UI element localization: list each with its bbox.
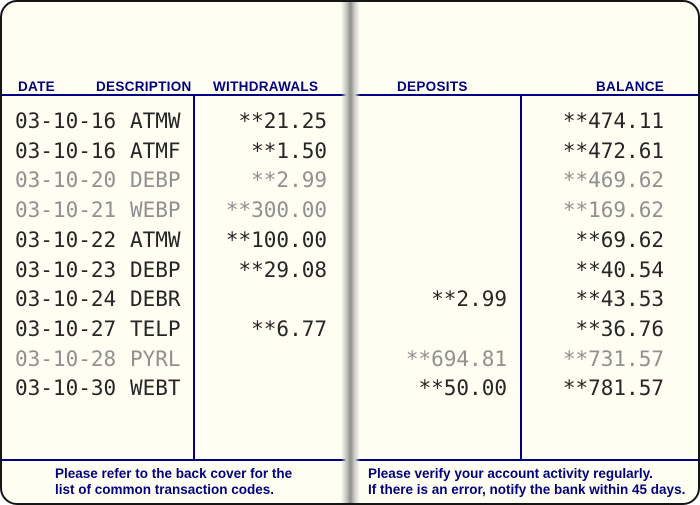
withdrawal-amount: **21.25 <box>238 109 327 133</box>
deposit-amount: **694.81 <box>405 346 507 371</box>
footer-note-right-line1: Please verify your account activity regu… <box>368 466 653 481</box>
balance-amount: **43.53 <box>575 287 664 312</box>
withdrawal-amount: **1.50 <box>251 138 327 163</box>
transaction-code: WEBP <box>130 198 181 223</box>
transaction-row: 03-10-21 WEBP **300.00 **169.62 <box>2 198 698 225</box>
balance-amount: **731.57 <box>562 346 664 371</box>
transaction-date: 03-10-20 <box>15 168 117 193</box>
footer-note-left-line2: list of common transaction codes. <box>55 481 275 497</box>
deposit-amount: **50.00 <box>418 376 507 401</box>
transaction-date: 03-10-21 <box>15 198 117 223</box>
footer-note-left: Please refer to the back cover for the l… <box>55 466 292 497</box>
footer-note-left-line1: Please refer to the back cover for the <box>55 466 293 481</box>
withdrawal-amount: **29.08 <box>238 257 327 282</box>
transaction-date: 03-10-24 <box>15 287 117 312</box>
transaction-code: ATMF <box>130 138 181 163</box>
balance-amount: **40.54 <box>575 257 664 282</box>
transaction-row: 03-10-28 PYRL **694.81 **731.57 <box>2 347 698 374</box>
transaction-date: 03-10-16 <box>15 109 117 133</box>
transaction-code: DEBP <box>130 257 181 282</box>
transaction-date: 03-10-22 <box>15 227 117 252</box>
balance-amount: **169.62 <box>562 198 664 223</box>
transaction-row: 03-10-30 WEBT **50.00 **781.57 <box>2 376 698 403</box>
withdrawal-amount: **100.00 <box>225 227 327 252</box>
balance-column-line <box>520 94 522 461</box>
footer-note-right: Please verify your account activity regu… <box>368 466 685 497</box>
withdrawals-column-line <box>193 94 195 461</box>
transaction-code: DEBP <box>130 168 181 193</box>
transaction-row: 03-10-22 ATMW **100.00 **69.62 <box>2 228 698 255</box>
transaction-row: 03-10-23 DEBP **29.08 **40.54 <box>2 258 698 285</box>
column-header-date: DATE <box>18 79 55 94</box>
column-header-description: DESCRIPTION <box>96 79 192 94</box>
transaction-code: DEBR <box>130 287 181 312</box>
passbook-spine-fold <box>341 2 360 503</box>
balance-amount: **474.11 <box>562 109 664 133</box>
transaction-row: 03-10-20 DEBP **2.99 **469.62 <box>2 168 698 195</box>
transaction-row: 03-10-24 DEBR **2.99 **43.53 <box>2 287 698 314</box>
transaction-code: ATMW <box>130 227 181 252</box>
balance-amount: **472.61 <box>562 138 664 163</box>
balance-amount: **69.62 <box>575 227 664 252</box>
transaction-code: WEBT <box>130 376 181 401</box>
transaction-code: PYRL <box>130 346 181 371</box>
deposit-amount: **2.99 <box>431 287 507 312</box>
transaction-date: 03-10-30 <box>15 376 117 401</box>
transaction-date: 03-10-23 <box>15 257 117 282</box>
balance-amount: **781.57 <box>562 376 664 401</box>
balance-amount: **469.62 <box>562 168 664 193</box>
column-header-deposits: DEPOSITS <box>397 79 468 94</box>
withdrawal-amount: **2.99 <box>251 168 327 193</box>
transaction-code: TELP <box>130 316 181 341</box>
transaction-code: ATMW <box>130 109 181 133</box>
transaction-date: 03-10-16 <box>15 138 117 163</box>
balance-amount: **36.76 <box>575 316 664 341</box>
footer-note-right-line2: If there is an error, notify the bank wi… <box>368 481 686 497</box>
column-header-balance: BALANCE <box>596 79 665 94</box>
transaction-row: 03-10-27 TELP **6.77 **36.76 <box>2 317 698 344</box>
transaction-row: 03-10-16 ATMW **21.25 **474.11 <box>2 109 698 136</box>
transaction-date: 03-10-27 <box>15 316 117 341</box>
transaction-date: 03-10-28 <box>15 346 117 371</box>
column-header-withdrawals: WITHDRAWALS <box>213 79 319 94</box>
withdrawal-amount: **300.00 <box>225 198 327 223</box>
withdrawal-amount: **6.77 <box>251 316 327 341</box>
transaction-row: 03-10-16 ATMF **1.50 **472.61 <box>2 139 698 166</box>
